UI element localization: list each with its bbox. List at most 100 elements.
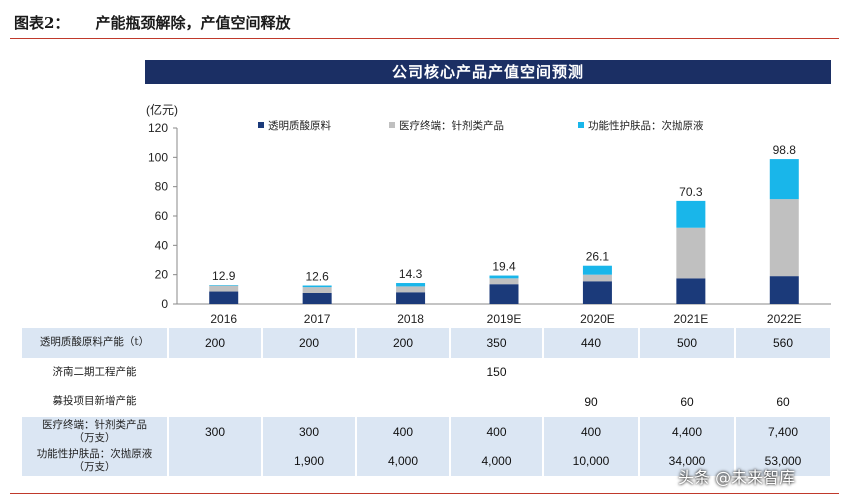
figure-number: 图表2：: [14, 14, 70, 32]
table-cell: 440: [543, 328, 640, 358]
bar-raw-material-2017: [302, 293, 332, 304]
table-cell: [543, 357, 640, 388]
bar-skincare-2018: [396, 283, 426, 287]
bar-medical-2022E: [769, 199, 799, 277]
x-tick-label-2020E: 2020E: [580, 312, 615, 326]
table-cell: 4,000: [356, 446, 451, 476]
bar-skincare-2017: [302, 285, 332, 288]
bar-skincare-2019E: [489, 275, 519, 279]
table-row: 济南二期工程产能 150: [22, 357, 832, 388]
table-cell: [356, 387, 451, 417]
y-tick-label: 120: [148, 121, 168, 135]
legend-swatch-raw-material: [258, 122, 264, 128]
y-tick-label: 80: [155, 180, 169, 194]
table-cell: 60: [735, 387, 832, 417]
table-cell: 150: [450, 357, 544, 388]
bar-medical-2021E: [676, 227, 706, 279]
total-label-2016: 12.9: [212, 269, 236, 283]
stacked-bar-chart: (亿元) 0 20 40 60 80 100 120 12.9 2016 12.6 2017 14.3 2…: [146, 102, 831, 326]
table-cell: 400: [450, 416, 544, 447]
table-row: 募投项目新增产能 90 60 60: [22, 387, 832, 417]
bar-skincare-2021E: [676, 200, 706, 228]
bottom-divider: [10, 493, 839, 494]
table-cell: 53,000: [735, 446, 832, 476]
table-cell: 400: [356, 416, 451, 447]
total-label-2017: 12.6: [305, 270, 329, 284]
table-row: 透明质酸原料产能（t） 200 200 200 350 440 500 560: [22, 328, 832, 358]
x-tick-label-2019E: 2019E: [487, 312, 522, 326]
legend-swatch-medical: [389, 122, 395, 128]
y-tick-label: 60: [155, 209, 169, 223]
legend-label-skincare: 功能性护肤品：次抛原液: [588, 119, 704, 132]
table-cell: [262, 387, 357, 417]
table-cell: 7,400: [735, 416, 832, 447]
table-cell: [639, 357, 736, 388]
table-cell: [450, 387, 544, 417]
row-label: 透明质酸原料产能（t）: [22, 328, 169, 358]
table-cell: 200: [168, 328, 263, 358]
row-label: 募投项目新增产能: [22, 387, 169, 417]
total-label-2021E: 70.3: [679, 185, 703, 199]
bar-skincare-2022E: [769, 159, 799, 200]
table-cell: 350: [450, 328, 544, 358]
x-tick-label-2017: 2017: [304, 312, 331, 326]
capacity-table: 透明质酸原料产能（t） 200 200 200 350 440 500 560 济南二期工程产能…: [22, 328, 832, 476]
table-cell: [168, 357, 263, 388]
bar-medical-2016: [209, 285, 239, 292]
table-cell: 300: [262, 416, 357, 447]
table-cell: 200: [356, 328, 451, 358]
y-axis-label: (亿元): [146, 102, 178, 117]
watermark: 头条 @未来智库: [678, 468, 796, 487]
table-cell: 500: [639, 328, 736, 358]
y-tick-label: 20: [155, 268, 169, 282]
y-tick-label: 40: [155, 238, 169, 252]
bar-medical-2020E: [582, 274, 612, 282]
row-label: 医疗终端：针剂类产品 （万支）: [22, 416, 169, 447]
table-cell: [356, 357, 451, 388]
legend-label-raw-material: 透明质酸原料: [268, 119, 331, 132]
table-cell: 400: [543, 416, 640, 447]
bar-raw-material-2019E: [489, 284, 519, 304]
top-divider: [10, 38, 839, 39]
table-row: 功能性护肤品：次抛原液 （万支） 1,900 4,000 4,000 10,000 34,0…: [22, 446, 832, 476]
bar-raw-material-2022E: [769, 276, 799, 304]
table-cell: 34,000: [639, 446, 736, 476]
table-cell: 10,000: [543, 446, 640, 476]
bar-skincare-2020E: [582, 265, 612, 275]
table-cell: 4,400: [639, 416, 736, 447]
x-tick-label-2018: 2018: [397, 312, 424, 326]
chart-banner-title: 公司核心产品产值空间预测: [145, 60, 831, 84]
table-cell: [262, 357, 357, 388]
bar-medical-2018: [396, 286, 426, 293]
figure-heading: 图表2： 产能瓶颈解除，产值空间释放: [14, 12, 290, 33]
legend-swatch-skincare: [578, 122, 584, 128]
bar-raw-material-2021E: [676, 278, 706, 304]
total-label-2022E: 98.8: [773, 143, 797, 157]
table-cell: 4,000: [450, 446, 544, 476]
y-tick-label: 0: [161, 297, 168, 311]
table-cell: 1,900: [262, 446, 357, 476]
table-cell: 560: [735, 328, 832, 358]
x-tick-label-2022E: 2022E: [767, 312, 802, 326]
row-label: 济南二期工程产能: [22, 357, 169, 388]
table-cell: 60: [639, 387, 736, 417]
y-tick-label: 100: [148, 150, 168, 164]
total-label-2020E: 26.1: [586, 250, 610, 264]
row-label: 功能性护肤品：次抛原液 （万支）: [22, 446, 169, 476]
x-tick-label-2021E: 2021E: [674, 312, 709, 326]
bar-medical-2019E: [489, 278, 519, 285]
bar-medical-2017: [302, 287, 332, 293]
total-label-2018: 14.3: [399, 267, 423, 281]
table-cell: 90: [543, 387, 640, 417]
bar-raw-material-2018: [396, 292, 426, 304]
x-tick-label-2016: 2016: [210, 312, 237, 326]
table-cell: [735, 357, 832, 388]
legend-label-medical: 医疗终端：针剂类产品: [399, 119, 504, 132]
table-cell: 300: [168, 416, 263, 447]
figure-title: 产能瓶颈解除，产值空间释放: [95, 14, 291, 32]
table-cell: 200: [262, 328, 357, 358]
table-row: 医疗终端：针剂类产品 （万支） 300 300 400 400 400 4,400 7,400: [22, 416, 832, 447]
bar-raw-material-2016: [209, 291, 239, 304]
bar-skincare-2016: [209, 285, 239, 286]
total-label-2019E: 19.4: [492, 260, 516, 274]
